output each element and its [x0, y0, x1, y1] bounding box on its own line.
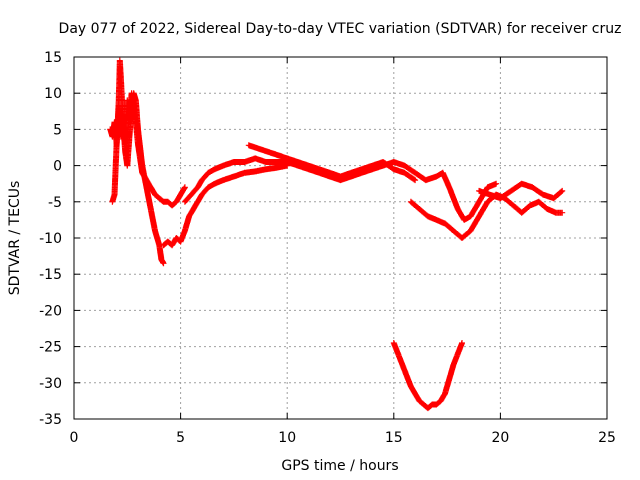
data-point-markers: [160, 162, 291, 249]
data-point-markers: [390, 340, 465, 412]
series-arc-3: [160, 162, 291, 249]
y-tick-label: -25: [39, 340, 62, 356]
x-tick-label: 25: [598, 430, 616, 446]
grid-lines: [74, 57, 607, 419]
series-arc-6: [284, 159, 500, 223]
y-tick-label: -35: [39, 412, 62, 428]
data-point-markers: [476, 180, 566, 202]
data-point-markers: [181, 155, 291, 205]
series-arc-5: [245, 142, 419, 184]
x-tick-label: 10: [278, 430, 296, 446]
data-point-markers: [245, 142, 419, 184]
axis-ticks: 0 5 10 15 20 25 15 10 5 0 -5 -10 -15 -20 -25 -30 -35: [39, 50, 616, 446]
y-tick-label: -15: [39, 267, 62, 283]
series-arc-9: [390, 340, 465, 412]
data-point-markers: [284, 159, 500, 223]
series-arc-8: [476, 180, 566, 202]
y-tick-label: -20: [39, 303, 62, 319]
y-tick-label: -10: [39, 231, 62, 247]
y-tick-label: 15: [44, 50, 62, 66]
y-axis-label: SDTVAR / TECUs: [7, 181, 23, 296]
y-tick-label: -5: [48, 195, 62, 211]
data-point-markers: [109, 57, 167, 267]
x-tick-label: 20: [491, 430, 509, 446]
y-tick-label: 10: [44, 86, 62, 102]
y-tick-label: 0: [53, 159, 62, 175]
series-arc-2: [109, 57, 167, 267]
y-tick-label: -30: [39, 376, 62, 392]
x-tick-label: 0: [70, 430, 79, 446]
x-tick-label: 5: [176, 430, 185, 446]
chart-title: Day 077 of 2022, Sidereal Day-to-day VTE…: [59, 21, 622, 37]
series-arc-4: [181, 155, 291, 205]
x-axis-label: GPS time / hours: [281, 458, 398, 474]
x-tick-label: 15: [385, 430, 403, 446]
data-point-markers: [407, 191, 566, 241]
data-series: [107, 57, 566, 412]
y-tick-label: 5: [53, 122, 62, 138]
series-arc-7: [407, 191, 566, 241]
